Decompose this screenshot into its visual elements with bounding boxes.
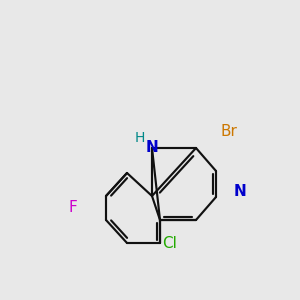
- Text: F: F: [68, 200, 77, 214]
- Text: N: N: [234, 184, 247, 200]
- Text: Br: Br: [220, 124, 237, 140]
- Text: H: H: [135, 131, 145, 145]
- Text: N: N: [146, 140, 158, 155]
- Text: Cl: Cl: [163, 236, 177, 250]
